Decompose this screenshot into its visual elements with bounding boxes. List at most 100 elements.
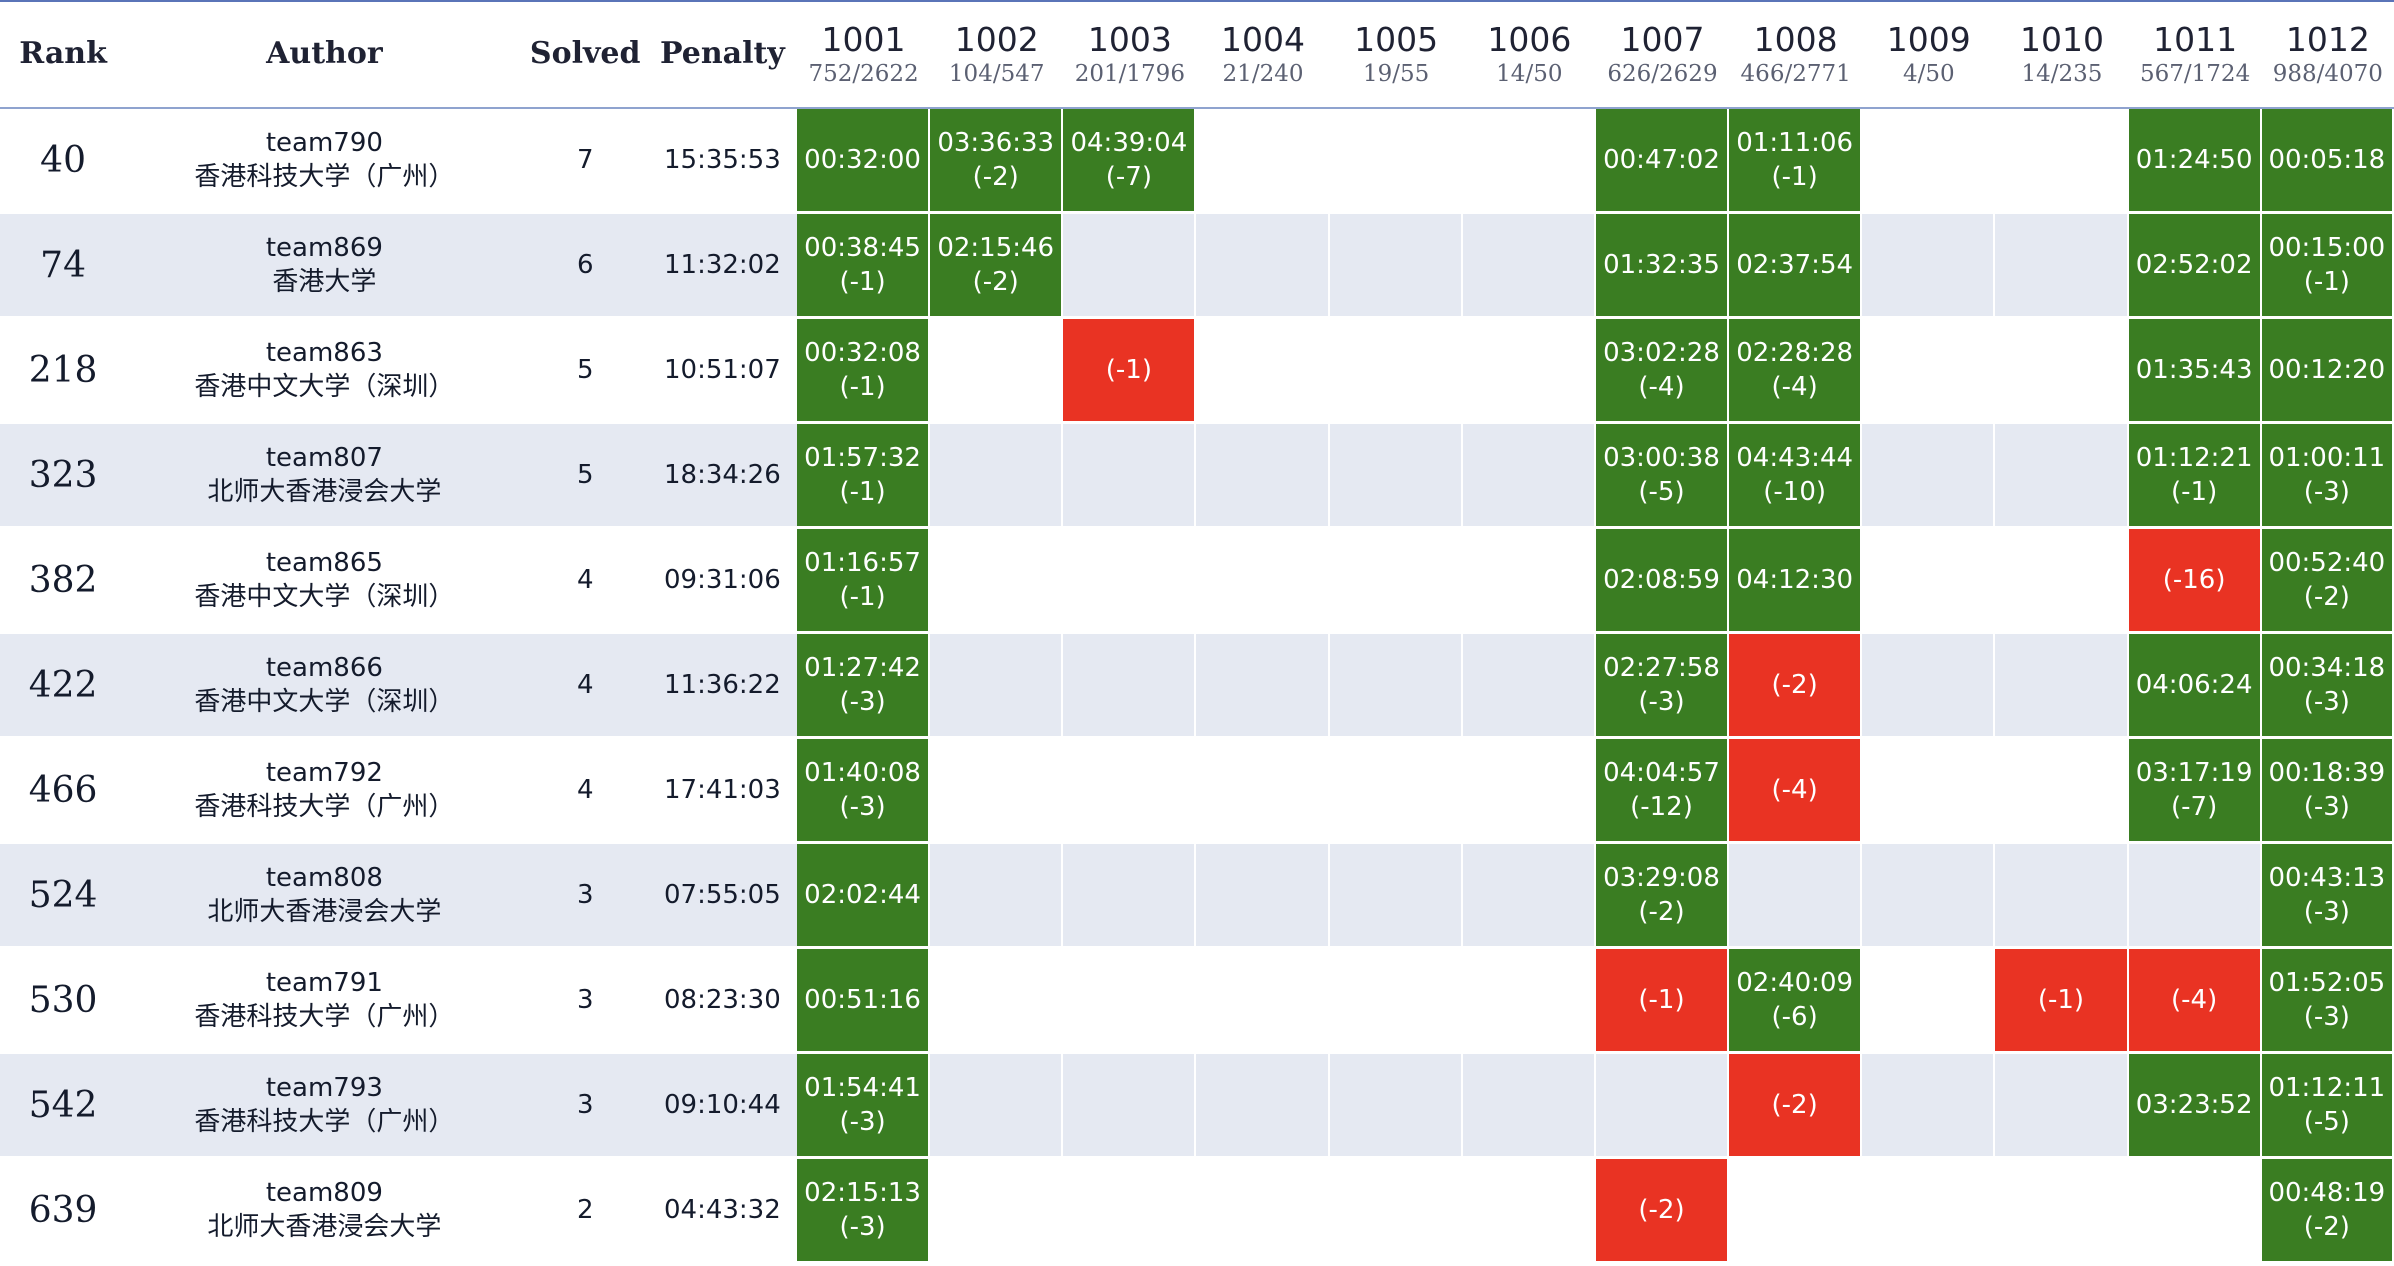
- problem-cell-empty[interactable]: [1063, 844, 1197, 949]
- problem-cell-empty[interactable]: [930, 844, 1064, 949]
- problem-cell-rejected[interactable]: (-2): [1729, 634, 1863, 739]
- problem-cell-empty[interactable]: [1862, 739, 1996, 844]
- problem-cell-empty[interactable]: [1329, 844, 1463, 949]
- problem-cell-empty[interactable]: [1196, 1159, 1330, 1264]
- problem-cell-empty[interactable]: [1862, 844, 1996, 949]
- problem-cell-accepted[interactable]: 01:57:32 (-1): [796, 424, 931, 529]
- header-solved[interactable]: Solved: [522, 0, 648, 109]
- problem-cell-accepted[interactable]: 01:32:35: [1595, 214, 1730, 319]
- header-problem[interactable]: 1012 988/4070: [2261, 0, 2394, 109]
- problem-cell-empty[interactable]: [1729, 844, 1863, 949]
- problem-cell-empty[interactable]: [1995, 214, 2129, 319]
- problem-cell-empty[interactable]: [1063, 634, 1197, 739]
- problem-cell-empty[interactable]: [930, 424, 1064, 529]
- problem-cell-empty[interactable]: [1995, 844, 2129, 949]
- team-name[interactable]: team863: [265, 338, 383, 368]
- header-problem[interactable]: 1011 567/1724: [2128, 0, 2262, 109]
- problem-cell-empty[interactable]: [1862, 1159, 1996, 1264]
- problem-cell-accepted[interactable]: 00:43:13 (-3): [2261, 844, 2394, 949]
- problem-cell-accepted[interactable]: 02:37:54: [1729, 214, 1863, 319]
- problem-cell-empty[interactable]: [1329, 424, 1463, 529]
- problem-cell-accepted[interactable]: 02:28:28 (-4): [1729, 319, 1863, 424]
- problem-cell-empty[interactable]: [1462, 739, 1596, 844]
- problem-cell-accepted[interactable]: 04:06:24: [2128, 634, 2262, 739]
- problem-cell-empty[interactable]: [1862, 424, 1996, 529]
- problem-cell-empty[interactable]: [1063, 529, 1197, 634]
- problem-cell-empty[interactable]: [1995, 529, 2129, 634]
- problem-cell-accepted[interactable]: 00:38:45 (-1): [796, 214, 931, 319]
- problem-cell-rejected[interactable]: (-16): [2128, 529, 2262, 634]
- problem-cell-empty[interactable]: [1862, 109, 1996, 214]
- problem-cell-accepted[interactable]: 01:24:50: [2128, 109, 2262, 214]
- problem-cell-accepted[interactable]: 00:12:20: [2261, 319, 2394, 424]
- problem-cell-empty[interactable]: [1995, 739, 2129, 844]
- problem-cell-empty[interactable]: [930, 319, 1064, 424]
- problem-cell-empty[interactable]: [1063, 739, 1197, 844]
- problem-cell-accepted[interactable]: 04:43:44 (-10): [1729, 424, 1863, 529]
- problem-cell-rejected[interactable]: (-4): [1729, 739, 1863, 844]
- problem-cell-rejected[interactable]: (-1): [1595, 949, 1730, 1054]
- table-row[interactable]: 382 team865 香港中文大学（深圳） 4 09:31:06 01:16:57 (-1…: [0, 529, 2394, 634]
- problem-cell-empty[interactable]: [1196, 949, 1330, 1054]
- problem-cell-rejected[interactable]: (-2): [1729, 1054, 1863, 1159]
- header-penalty[interactable]: Penalty: [647, 0, 797, 109]
- problem-cell-accepted[interactable]: 00:18:39 (-3): [2261, 739, 2394, 844]
- table-row[interactable]: 524 team808 北师大香港浸会大学 3 07:55:05 02:02:44 03:2…: [0, 844, 2394, 949]
- header-problem[interactable]: 1004 21/240: [1196, 0, 1330, 109]
- problem-cell-rejected[interactable]: (-1): [1995, 949, 2129, 1054]
- problem-cell-accepted[interactable]: 03:02:28 (-4): [1595, 319, 1730, 424]
- problem-cell-empty[interactable]: [1462, 1054, 1596, 1159]
- problem-cell-accepted[interactable]: 02:02:44: [796, 844, 931, 949]
- problem-cell-empty[interactable]: [2128, 844, 2262, 949]
- problem-cell-empty[interactable]: [1862, 319, 1996, 424]
- problem-cell-rejected[interactable]: (-1): [1063, 319, 1197, 424]
- team-name[interactable]: team865: [265, 548, 383, 578]
- team-name[interactable]: team793: [265, 1073, 383, 1103]
- problem-cell-empty[interactable]: [1196, 1054, 1330, 1159]
- problem-cell-empty[interactable]: [1063, 214, 1197, 319]
- problem-cell-rejected[interactable]: (-2): [1595, 1159, 1730, 1264]
- problem-cell-empty[interactable]: [1462, 949, 1596, 1054]
- table-row[interactable]: 74 team869 香港大学 6 11:32:02 00:38:45 (-1) 02:15:…: [0, 214, 2394, 319]
- problem-cell-empty[interactable]: [1595, 1054, 1730, 1159]
- problem-cell-empty[interactable]: [930, 634, 1064, 739]
- problem-cell-empty[interactable]: [1196, 319, 1330, 424]
- problem-cell-accepted[interactable]: 01:00:11 (-3): [2261, 424, 2394, 529]
- problem-cell-accepted[interactable]: 00:05:18: [2261, 109, 2394, 214]
- problem-cell-empty[interactable]: [1329, 214, 1463, 319]
- problem-cell-accepted[interactable]: 01:54:41 (-3): [796, 1054, 931, 1159]
- problem-cell-empty[interactable]: [1196, 109, 1330, 214]
- problem-cell-empty[interactable]: [1462, 529, 1596, 634]
- problem-cell-accepted[interactable]: 00:52:40 (-2): [2261, 529, 2394, 634]
- problem-cell-accepted[interactable]: 01:16:57 (-1): [796, 529, 931, 634]
- problem-cell-accepted[interactable]: 04:04:57 (-12): [1595, 739, 1730, 844]
- problem-cell-accepted[interactable]: 02:08:59: [1595, 529, 1730, 634]
- problem-cell-accepted[interactable]: 01:27:42 (-3): [796, 634, 931, 739]
- problem-cell-empty[interactable]: [1462, 1159, 1596, 1264]
- table-row[interactable]: 542 team793 香港科技大学（广州） 3 09:10:44 01:54:41 (-3…: [0, 1054, 2394, 1159]
- problem-cell-empty[interactable]: [1196, 739, 1330, 844]
- table-row[interactable]: 530 team791 香港科技大学（广州） 3 08:23:30 00:51:16 (-1…: [0, 949, 2394, 1054]
- problem-cell-accepted[interactable]: 00:32:00: [796, 109, 931, 214]
- problem-cell-accepted[interactable]: 01:12:21 (-1): [2128, 424, 2262, 529]
- problem-cell-empty[interactable]: [1329, 319, 1463, 424]
- team-name[interactable]: team807: [265, 443, 383, 473]
- problem-cell-accepted[interactable]: 02:52:02: [2128, 214, 2262, 319]
- problem-cell-accepted[interactable]: 00:32:08 (-1): [796, 319, 931, 424]
- problem-cell-empty[interactable]: [1995, 109, 2129, 214]
- problem-cell-empty[interactable]: [1462, 109, 1596, 214]
- problem-cell-empty[interactable]: [1063, 1159, 1197, 1264]
- problem-cell-accepted[interactable]: 00:15:00 (-1): [2261, 214, 2394, 319]
- problem-cell-accepted[interactable]: 01:35:43: [2128, 319, 2262, 424]
- header-problem[interactable]: 1005 19/55: [1329, 0, 1463, 109]
- problem-cell-accepted[interactable]: 01:52:05 (-3): [2261, 949, 2394, 1054]
- problem-cell-accepted[interactable]: 01:40:08 (-3): [796, 739, 931, 844]
- table-row[interactable]: 218 team863 香港中文大学（深圳） 5 10:51:07 00:32:08 (-1…: [0, 319, 2394, 424]
- problem-cell-accepted[interactable]: 01:12:11 (-5): [2261, 1054, 2394, 1159]
- problem-cell-accepted[interactable]: 03:00:38 (-5): [1595, 424, 1730, 529]
- header-problem[interactable]: 1006 14/50: [1462, 0, 1596, 109]
- header-problem[interactable]: 1002 104/547: [930, 0, 1064, 109]
- problem-cell-empty[interactable]: [1462, 319, 1596, 424]
- header-problem[interactable]: 1008 466/2771: [1729, 0, 1863, 109]
- header-problem[interactable]: 1001 752/2622: [796, 0, 931, 109]
